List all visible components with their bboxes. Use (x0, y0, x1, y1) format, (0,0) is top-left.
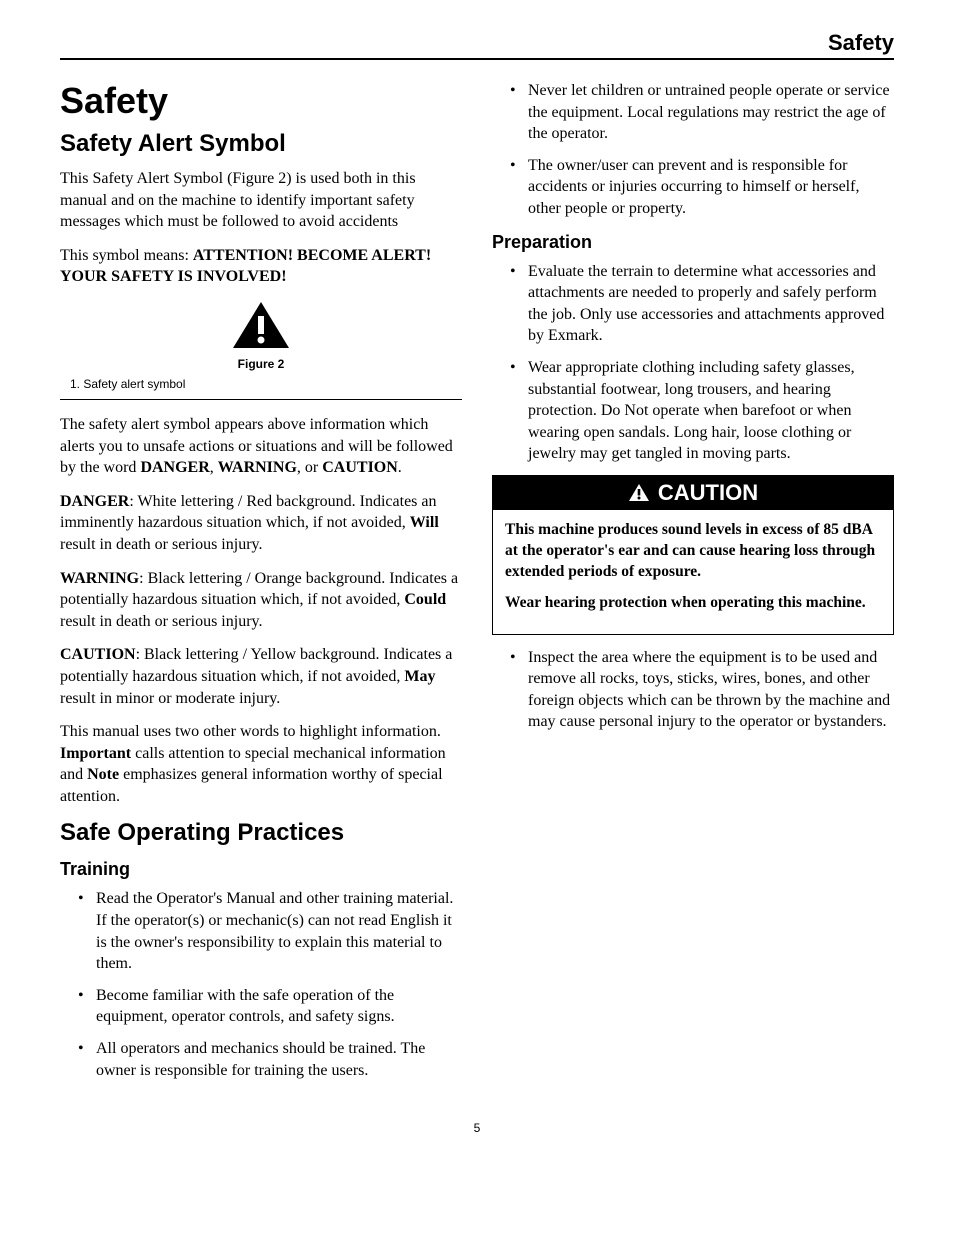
list-item: Evaluate the terrain to determine what a… (514, 261, 894, 347)
safety-alert-icon (231, 300, 291, 350)
training-list-continued: Never let children or untrained people o… (492, 80, 894, 220)
list-item: All operators and mechanics should be tr… (82, 1038, 462, 1081)
page-header: Safety (60, 30, 894, 60)
alert-followed-paragraph: The safety alert symbol appears above in… (60, 414, 462, 479)
figure-2: Figure 2 (60, 300, 462, 371)
attention-paragraph: This symbol means: ATTENTION! BECOME ALE… (60, 245, 462, 288)
preparation-list-b: Inspect the area where the equipment is … (492, 647, 894, 733)
subsection-preparation: Preparation (492, 232, 894, 253)
intro-paragraph: This Safety Alert Symbol (Figure 2) is u… (60, 168, 462, 233)
figure-note: 1. Safety alert symbol (70, 377, 462, 391)
page-number: 5 (60, 1121, 894, 1135)
caution-body-text-2: Wear hearing protection when operating t… (505, 593, 881, 614)
important-note-paragraph: This manual uses two other words to high… (60, 721, 462, 807)
figure-divider (60, 399, 462, 400)
caution-body: This machine produces sound levels in ex… (493, 510, 893, 634)
header-title: Safety (828, 30, 894, 56)
list-item: Inspect the area where the equipment is … (514, 647, 894, 733)
caution-paragraph: CAUTION: Black lettering / Yellow backgr… (60, 644, 462, 709)
warning-paragraph: WARNING: Black lettering / Orange backgr… (60, 568, 462, 633)
list-item: Wear appropriate clothing including safe… (514, 357, 894, 465)
training-list: Read the Operator's Manual and other tra… (60, 888, 462, 1081)
danger-paragraph: DANGER: White lettering / Red background… (60, 491, 462, 556)
attention-prefix: This symbol means: (60, 247, 193, 264)
list-item: Never let children or untrained people o… (514, 80, 894, 145)
caution-body-text-1: This machine produces sound levels in ex… (505, 520, 881, 583)
caution-header-text: CAUTION (658, 480, 758, 506)
caution-header: CAUTION (493, 476, 893, 510)
list-item: The owner/user can prevent and is respon… (514, 155, 894, 220)
right-column: Never let children or untrained people o… (492, 80, 894, 1091)
list-item: Become familiar with the safe operation … (82, 985, 462, 1028)
left-column: Safety Safety Alert Symbol This Safety A… (60, 80, 462, 1091)
list-item: Read the Operator's Manual and other tra… (82, 888, 462, 974)
main-title: Safety (60, 80, 462, 122)
section-safety-alert-symbol: Safety Alert Symbol (60, 130, 462, 158)
caution-box: CAUTION This machine produces sound leve… (492, 475, 894, 635)
subsection-training: Training (60, 859, 462, 880)
figure-caption: Figure 2 (60, 357, 462, 371)
section-safe-operating-practices: Safe Operating Practices (60, 819, 462, 847)
preparation-list-a: Evaluate the terrain to determine what a… (492, 261, 894, 465)
caution-alert-icon (628, 483, 650, 502)
content-columns: Safety Safety Alert Symbol This Safety A… (60, 80, 894, 1091)
